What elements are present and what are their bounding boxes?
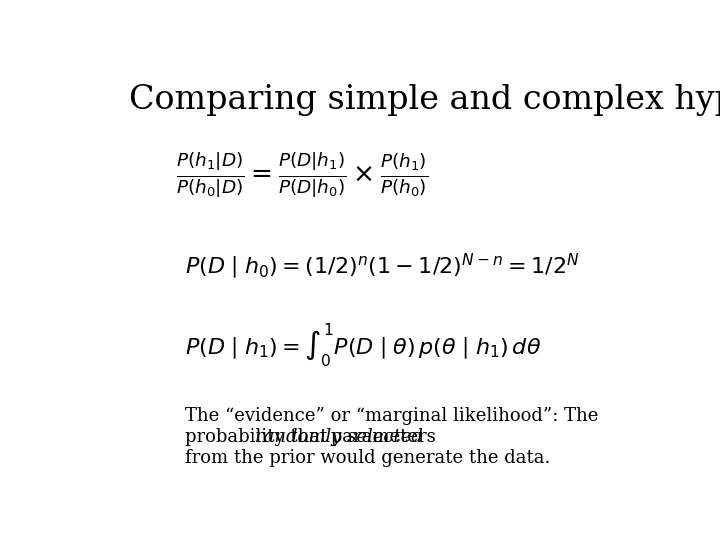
Text: parameters: parameters <box>325 428 436 446</box>
Text: from the prior would generate the data.: from the prior would generate the data. <box>185 449 550 467</box>
Text: Comparing simple and complex hypotheses: Comparing simple and complex hypotheses <box>129 84 720 116</box>
Text: probability that: probability that <box>185 428 333 446</box>
Text: The “evidence” or “marginal likelihood”: The: The “evidence” or “marginal likelihood”:… <box>185 407 598 425</box>
Text: $\frac{P(h_1|D)}{P(h_0|D)} = \frac{P(D|h_1)}{P(D|h_0)} \times \frac{P(h_1)}{P(h_: $\frac{P(h_1|D)}{P(h_0|D)} = \frac{P(D|h… <box>176 151 428 199</box>
Text: $P(D\mid h_0) = (1/2)^n(1-1/2)^{N-n} = 1/2^N$: $P(D\mid h_0) = (1/2)^n(1-1/2)^{N-n} = 1… <box>185 252 580 281</box>
Text: randomly selected: randomly selected <box>255 428 423 446</box>
Text: $P(D\mid h_1) = \int_0^1 P(D\mid\theta)\,p(\theta\mid h_1)\,d\theta$: $P(D\mid h_1) = \int_0^1 P(D\mid\theta)\… <box>185 321 541 369</box>
